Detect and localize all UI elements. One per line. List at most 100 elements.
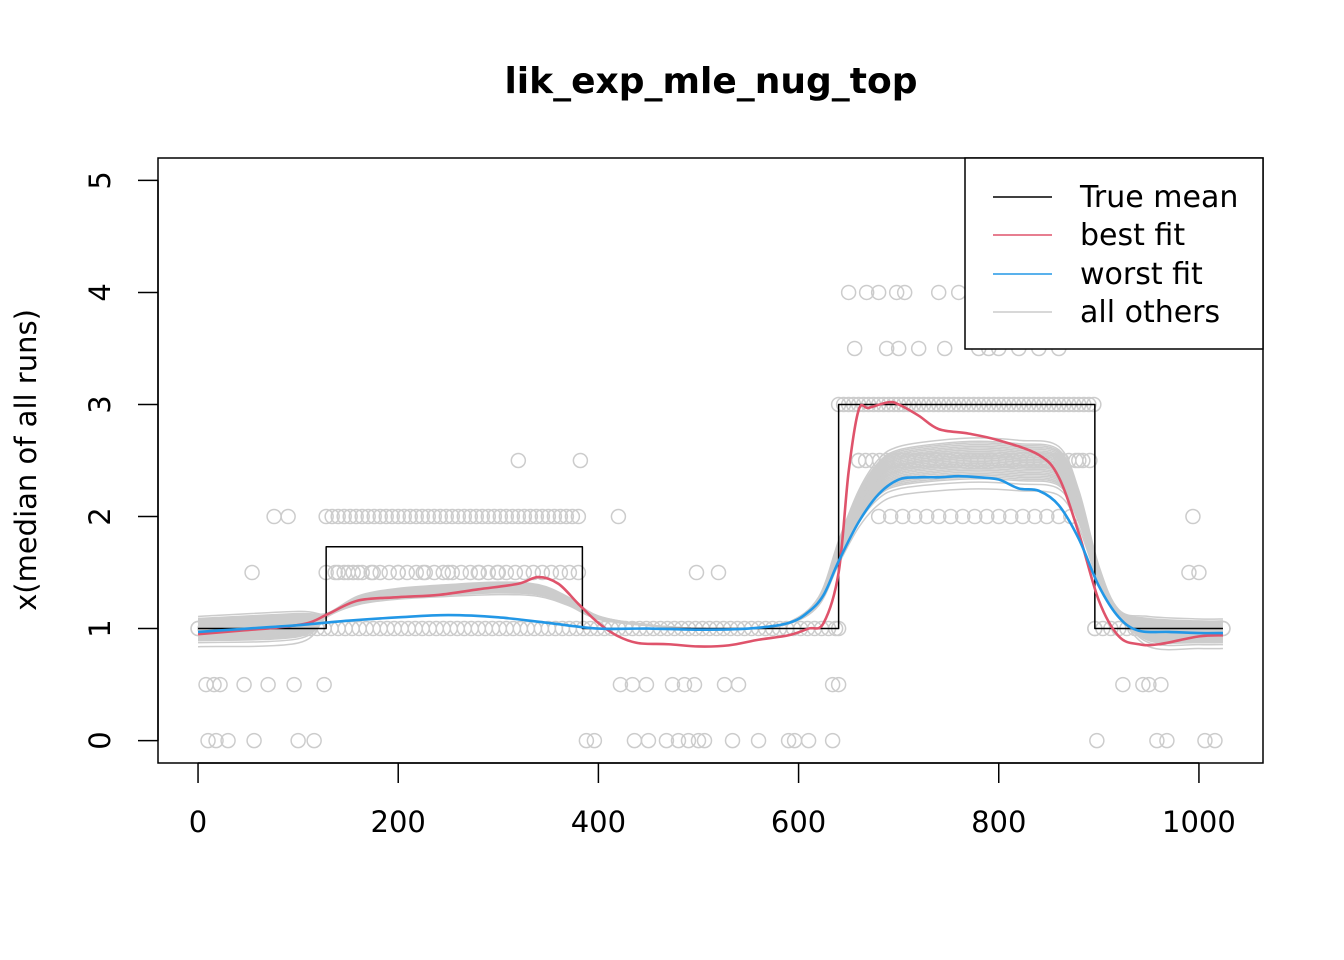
observation-point xyxy=(516,564,533,581)
observation-point xyxy=(1039,508,1055,525)
observation-point xyxy=(1075,452,1091,469)
observation-point xyxy=(1185,508,1201,525)
y-tick-label: 5 xyxy=(83,171,117,189)
observation-point xyxy=(750,732,767,749)
observation-point xyxy=(438,508,455,525)
observation-point xyxy=(324,508,340,525)
observation-point xyxy=(1071,452,1087,469)
observation-point xyxy=(906,508,923,525)
observation-point xyxy=(1141,676,1157,693)
observation-point xyxy=(730,676,747,693)
observation-point xyxy=(378,508,394,525)
observation-point xyxy=(318,508,334,525)
observation-point xyxy=(688,564,705,581)
series-line-worst-fit xyxy=(197,474,1223,635)
observation-point xyxy=(830,676,847,693)
observation-point xyxy=(586,732,603,749)
y-axis: 0 1 2 3 4 5 xyxy=(83,171,159,750)
observation-point xyxy=(850,452,867,469)
observation-point xyxy=(212,676,228,693)
observation-point xyxy=(316,676,332,693)
observation-point xyxy=(408,564,424,581)
observation-point xyxy=(456,508,473,525)
x-tick-label: 800 xyxy=(971,805,1026,839)
observation-point xyxy=(979,508,995,525)
observation-point xyxy=(510,508,527,525)
observation-point xyxy=(396,508,412,525)
observation-point xyxy=(840,284,857,301)
observation-point xyxy=(504,508,521,525)
observation-point xyxy=(450,508,467,525)
observation-point xyxy=(402,508,418,525)
observation-point xyxy=(498,564,515,581)
observation-point xyxy=(208,732,224,749)
observation-point xyxy=(260,676,276,693)
observation-point xyxy=(670,732,687,749)
observation-point xyxy=(426,508,442,525)
observation-point xyxy=(1207,732,1223,749)
observation-point xyxy=(365,564,381,581)
y-tick-label: 1 xyxy=(83,619,117,637)
observation-point xyxy=(1149,732,1165,749)
observation-point xyxy=(561,564,578,581)
observation-point xyxy=(1191,564,1207,581)
observation-point xyxy=(525,564,542,581)
observation-point xyxy=(570,564,587,581)
observation-point xyxy=(578,732,595,749)
observation-point xyxy=(1197,732,1213,749)
observation-point xyxy=(244,564,260,581)
observation-point xyxy=(676,676,693,693)
observation-point xyxy=(878,340,895,357)
observation-point xyxy=(415,564,431,581)
observation-point xyxy=(390,564,406,581)
observation-point xyxy=(384,508,400,525)
observation-point xyxy=(236,676,252,693)
observation-point xyxy=(846,340,863,357)
observation-point xyxy=(918,508,935,525)
observation-point xyxy=(552,564,569,581)
observation-point xyxy=(690,732,707,749)
observation-point xyxy=(824,676,841,693)
observation-point xyxy=(480,508,497,525)
observation-point xyxy=(372,564,388,581)
x-tick-label: 400 xyxy=(571,805,626,839)
observation-point xyxy=(640,732,657,749)
x-tick-label: 600 xyxy=(771,805,826,839)
observation-point xyxy=(686,676,703,693)
observation-point xyxy=(534,508,551,525)
observation-point xyxy=(498,508,515,525)
observation-point xyxy=(206,676,222,693)
series-layer xyxy=(197,400,1224,648)
observation-point xyxy=(342,508,358,525)
observation-point xyxy=(1015,508,1031,525)
observation-point xyxy=(936,340,953,357)
observation-point xyxy=(432,508,449,525)
y-tick-label: 4 xyxy=(83,283,117,301)
observation-point xyxy=(540,508,557,525)
legend: True mean best fit worst fit all others xyxy=(964,157,1264,350)
observation-point xyxy=(340,564,356,581)
observation-point xyxy=(910,340,927,357)
observation-point xyxy=(1089,732,1105,749)
y-axis-title: x(median of all runs) xyxy=(9,309,43,611)
observation-point xyxy=(991,508,1007,525)
observation-point xyxy=(894,508,911,525)
legend-label-best-fit: best fit xyxy=(1080,218,1185,253)
observation-point xyxy=(780,732,797,749)
observation-point xyxy=(345,564,361,581)
observation-point xyxy=(280,508,296,525)
observation-point xyxy=(1027,508,1043,525)
observation-point xyxy=(492,508,509,525)
observation-point xyxy=(966,508,983,525)
observation-point xyxy=(612,676,629,693)
observation-point xyxy=(330,564,346,581)
observation-point xyxy=(414,508,430,525)
observation-point xyxy=(462,564,479,581)
observation-point xyxy=(348,508,364,525)
observation-point xyxy=(658,732,675,749)
observation-point xyxy=(528,508,545,525)
observation-point xyxy=(516,508,533,525)
observation-point xyxy=(824,732,841,749)
observation-point xyxy=(930,284,947,301)
observation-point xyxy=(1181,564,1197,581)
